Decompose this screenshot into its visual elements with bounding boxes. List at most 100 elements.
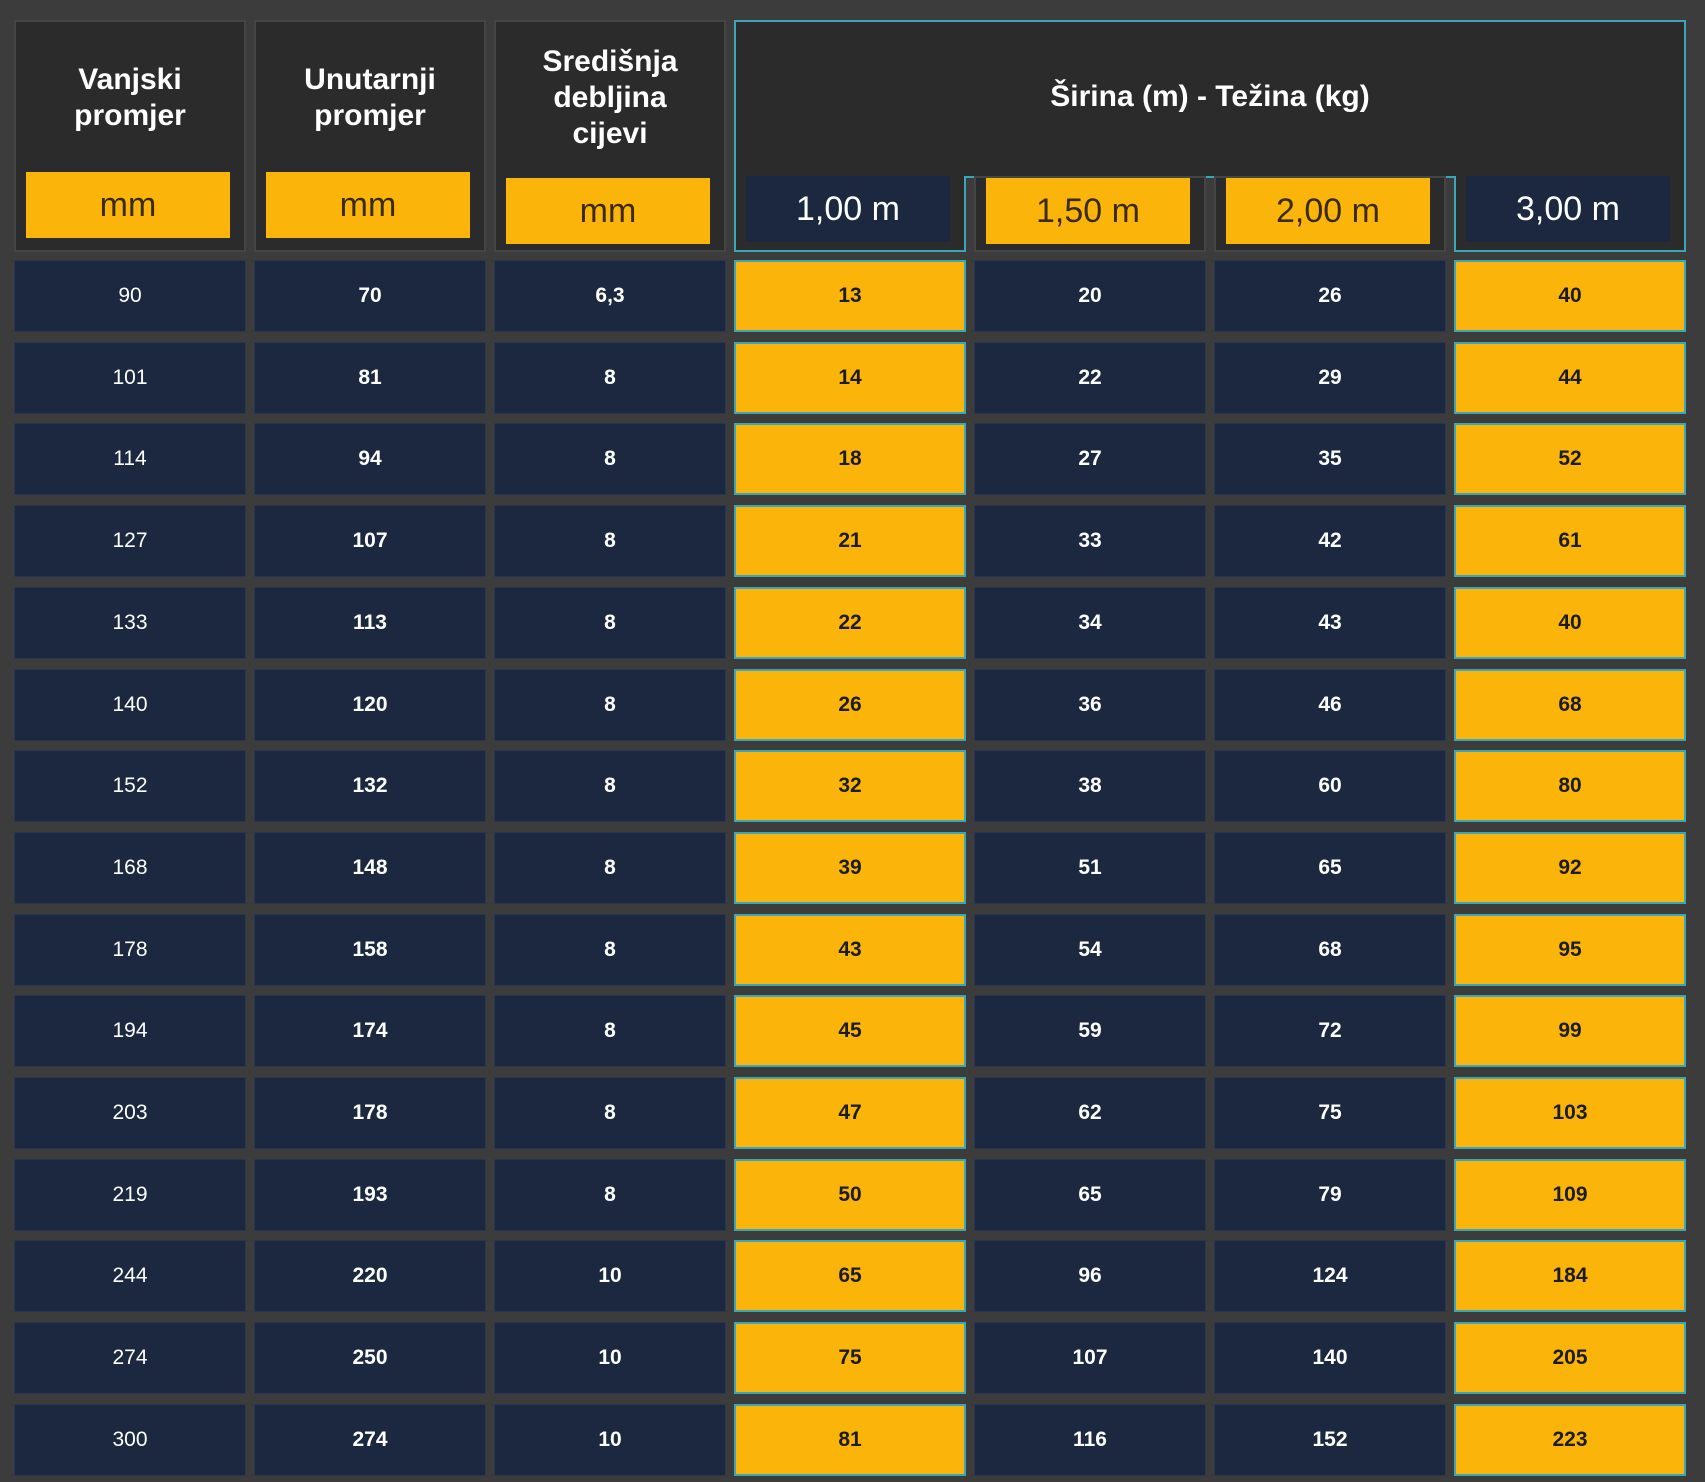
- cell-outer-diameter: 152: [14, 750, 246, 822]
- cell-outer-diameter: 101: [14, 342, 246, 414]
- header-width-3m: 3,00 m: [1454, 176, 1686, 252]
- cell-weight-2m: 72: [1214, 995, 1446, 1067]
- unit-mm-inner: mm: [266, 172, 470, 238]
- cell-weight-3m: 44: [1454, 342, 1686, 414]
- cell-outer-diameter: 127: [14, 505, 246, 577]
- cell-weight-1m: 43: [734, 914, 966, 986]
- cell-outer-diameter: 300: [14, 1404, 246, 1476]
- cell-weight-2m: 124: [1214, 1240, 1446, 1312]
- cell-weight-2m: 79: [1214, 1159, 1446, 1231]
- cell-weight-2m: 43: [1214, 587, 1446, 659]
- cell-weight-1m: 18: [734, 423, 966, 495]
- cell-weight-1-5m: 33: [974, 505, 1206, 577]
- cell-outer-diameter: 274: [14, 1322, 246, 1394]
- cell-weight-1m: 65: [734, 1240, 966, 1312]
- cell-outer-diameter: 178: [14, 914, 246, 986]
- cell-weight-3m: 40: [1454, 587, 1686, 659]
- cell-weight-1-5m: 34: [974, 587, 1206, 659]
- cell-weight-2m: 68: [1214, 914, 1446, 986]
- cell-outer-diameter: 244: [14, 1240, 246, 1312]
- cell-outer-diameter: 90: [14, 260, 246, 332]
- cell-wall-thickness: 8: [494, 342, 726, 414]
- cell-weight-1m: 45: [734, 995, 966, 1067]
- cell-weight-1m: 32: [734, 750, 966, 822]
- cell-weight-2m: 42: [1214, 505, 1446, 577]
- header-outer-diameter-title: Vanjski promjer: [74, 63, 186, 132]
- cell-weight-1-5m: 27: [974, 423, 1206, 495]
- header-wall-thickness-title: Središnja debljina cijevi: [542, 45, 678, 150]
- header-width-weight-title: Širina (m) - Težina (kg): [1050, 80, 1370, 113]
- cell-wall-thickness: 8: [494, 669, 726, 741]
- cell-weight-2m: 65: [1214, 832, 1446, 904]
- cell-weight-3m: 223: [1454, 1404, 1686, 1476]
- width-label-2m: 2,00 m: [1226, 178, 1430, 244]
- cell-inner-diameter: 94: [254, 423, 486, 495]
- unit-mm-outer: mm: [26, 172, 230, 238]
- cell-wall-thickness: 8: [494, 995, 726, 1067]
- header-inner-diameter-title: Unutarnji promjer: [304, 63, 436, 132]
- cell-outer-diameter: 140: [14, 669, 246, 741]
- cell-weight-1-5m: 62: [974, 1077, 1206, 1149]
- cell-inner-diameter: 107: [254, 505, 486, 577]
- cell-weight-2m: 60: [1214, 750, 1446, 822]
- cell-weight-1m: 13: [734, 260, 966, 332]
- cell-wall-thickness: 10: [494, 1240, 726, 1312]
- cell-weight-1m: 22: [734, 587, 966, 659]
- cell-outer-diameter: 168: [14, 832, 246, 904]
- cell-weight-1-5m: 20: [974, 260, 1206, 332]
- cell-weight-2m: 29: [1214, 342, 1446, 414]
- cell-weight-1-5m: 54: [974, 914, 1206, 986]
- cell-inner-diameter: 158: [254, 914, 486, 986]
- cell-weight-1m: 81: [734, 1404, 966, 1476]
- cell-inner-diameter: 174: [254, 995, 486, 1067]
- cell-weight-3m: 99: [1454, 995, 1686, 1067]
- cell-weight-3m: 68: [1454, 669, 1686, 741]
- cell-inner-diameter: 148: [254, 832, 486, 904]
- header-width-1-5m: 1,50 m: [974, 176, 1206, 252]
- cell-outer-diameter: 133: [14, 587, 246, 659]
- unit-mm-thickness: mm: [506, 178, 710, 244]
- cell-outer-diameter: 203: [14, 1077, 246, 1149]
- cell-weight-3m: 109: [1454, 1159, 1686, 1231]
- cell-weight-2m: 26: [1214, 260, 1446, 332]
- cell-wall-thickness: 10: [494, 1322, 726, 1394]
- cell-weight-3m: 95: [1454, 914, 1686, 986]
- cell-wall-thickness: 6,3: [494, 260, 726, 332]
- cell-weight-3m: 92: [1454, 832, 1686, 904]
- header-width-weight-group: Širina (m) - Težina (kg): [734, 20, 1686, 178]
- cell-weight-2m: 140: [1214, 1322, 1446, 1394]
- cell-inner-diameter: 193: [254, 1159, 486, 1231]
- cell-weight-1-5m: 116: [974, 1404, 1206, 1476]
- header-width-2m: 2,00 m: [1214, 176, 1446, 252]
- cell-wall-thickness: 8: [494, 505, 726, 577]
- cell-weight-1-5m: 96: [974, 1240, 1206, 1312]
- cell-wall-thickness: 8: [494, 587, 726, 659]
- cell-inner-diameter: 220: [254, 1240, 486, 1312]
- cell-weight-3m: 184: [1454, 1240, 1686, 1312]
- cell-weight-1-5m: 65: [974, 1159, 1206, 1231]
- cell-inner-diameter: 178: [254, 1077, 486, 1149]
- cell-wall-thickness: 8: [494, 750, 726, 822]
- cell-wall-thickness: 8: [494, 1159, 726, 1231]
- cell-wall-thickness: 8: [494, 423, 726, 495]
- cell-weight-2m: 46: [1214, 669, 1446, 741]
- header-wall-thickness: Središnja debljina cijevi mm: [494, 20, 726, 252]
- cell-inner-diameter: 132: [254, 750, 486, 822]
- cell-wall-thickness: 8: [494, 832, 726, 904]
- width-label-1m: 1,00 m: [746, 176, 950, 242]
- cell-wall-thickness: 10: [494, 1404, 726, 1476]
- cell-inner-diameter: 250: [254, 1322, 486, 1394]
- cell-inner-diameter: 113: [254, 587, 486, 659]
- cell-weight-3m: 40: [1454, 260, 1686, 332]
- cell-weight-1-5m: 59: [974, 995, 1206, 1067]
- cell-weight-1m: 14: [734, 342, 966, 414]
- cell-weight-3m: 80: [1454, 750, 1686, 822]
- cell-inner-diameter: 274: [254, 1404, 486, 1476]
- cell-weight-1m: 21: [734, 505, 966, 577]
- header-inner-diameter: Unutarnji promjer mm: [254, 20, 486, 252]
- cell-weight-2m: 75: [1214, 1077, 1446, 1149]
- cell-weight-3m: 103: [1454, 1077, 1686, 1149]
- cell-weight-1m: 26: [734, 669, 966, 741]
- header-width-1m: 1,00 m: [734, 176, 966, 252]
